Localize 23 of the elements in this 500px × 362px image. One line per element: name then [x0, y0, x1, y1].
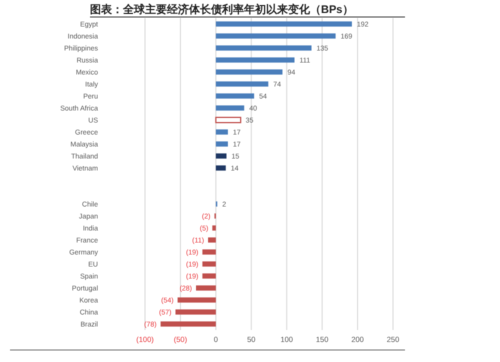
bar: [202, 249, 216, 255]
bar: [216, 129, 228, 135]
bar: [216, 45, 312, 51]
bar: [216, 165, 226, 171]
bar: [216, 33, 336, 39]
bar: [208, 237, 216, 243]
bar: [216, 153, 226, 159]
bar: [216, 81, 268, 87]
bar: [202, 273, 216, 279]
bar: [215, 116, 242, 124]
bar: [216, 57, 295, 63]
bar: [178, 297, 216, 303]
bar: [175, 309, 216, 315]
bar: [160, 321, 216, 327]
bar: [216, 21, 352, 27]
bar: [202, 261, 216, 267]
bar: [216, 93, 254, 99]
bar: [216, 105, 244, 111]
bar: [216, 141, 228, 147]
bar: [212, 225, 216, 231]
bar: [216, 69, 282, 75]
bar: [196, 285, 216, 291]
chart-title: 图表：全球主要经济体长债利率年初以来变化（BPs）: [90, 3, 354, 16]
